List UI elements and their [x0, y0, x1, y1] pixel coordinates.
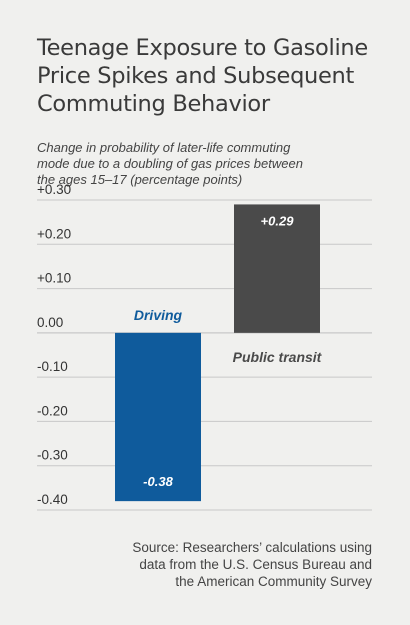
subtitle-line: Change in probability of later-life comm… — [37, 140, 291, 155]
subtitle-line: the ages 15–17 (percentage points) — [37, 172, 243, 187]
y-tick-label: -0.10 — [37, 359, 68, 374]
source-line: Source: Researchers’ calculations using — [132, 540, 372, 555]
data-label: +0.29 — [261, 213, 295, 228]
bar-public-transit — [234, 204, 320, 333]
y-tick-label: -0.40 — [37, 492, 68, 507]
category-label-public-transit: Public transit — [233, 349, 323, 365]
subtitle-line: mode due to a doubling of gas prices bet… — [37, 156, 303, 171]
data-label: -0.38 — [143, 474, 173, 489]
bar-driving — [115, 332, 201, 502]
source-note: Source: Researchers’ calculations using … — [72, 539, 372, 590]
title-line: Price Spikes and Subsequent — [37, 63, 355, 89]
chart-subtitle: Change in probability of later-life comm… — [37, 140, 382, 188]
chart-title: Teenage Exposure to Gasoline Price Spike… — [37, 34, 387, 118]
source-line: the American Community Survey — [175, 574, 372, 589]
title-line: Teenage Exposure to Gasoline — [37, 35, 368, 61]
title-line: Commuting Behavior — [37, 91, 270, 117]
y-tick-label: +0.10 — [37, 271, 71, 286]
y-tick-label: 0.00 — [37, 315, 63, 330]
source-line: data from the U.S. Census Bureau and — [139, 557, 372, 572]
y-tick-label: -0.30 — [37, 448, 68, 463]
y-tick-label: +0.30 — [37, 182, 71, 197]
y-tick-label: -0.20 — [37, 403, 68, 418]
y-tick-label: +0.20 — [37, 226, 71, 241]
category-label-driving: Driving — [134, 307, 183, 323]
